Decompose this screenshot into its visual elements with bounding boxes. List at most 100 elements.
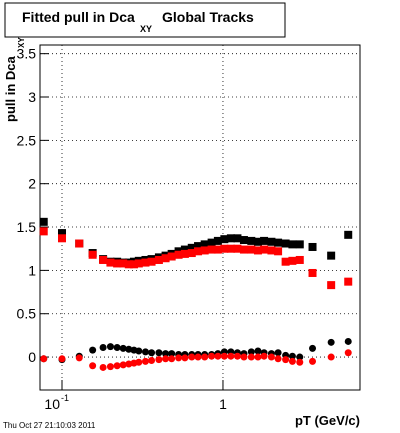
marker (308, 242, 317, 251)
title-box (4, 2, 286, 38)
marker (207, 245, 216, 254)
marker (99, 344, 107, 352)
marker (194, 242, 203, 251)
marker (141, 348, 149, 356)
chart-title-suffix: Global Tracks (162, 9, 254, 25)
marker (58, 355, 66, 363)
y-axis-label: pull in Dca (3, 56, 18, 123)
marker (200, 240, 209, 249)
marker (194, 353, 202, 361)
marker (253, 237, 262, 246)
marker (187, 243, 196, 252)
marker (161, 254, 170, 263)
marker (254, 347, 262, 355)
marker (281, 239, 290, 248)
x-axis-label: pT (GeV/c) (295, 413, 360, 428)
marker (267, 237, 276, 246)
y-tick-label: 2 (28, 176, 36, 192)
marker (155, 356, 163, 364)
chart-title-subscript: XY (140, 24, 152, 34)
marker (213, 236, 222, 245)
marker (58, 234, 67, 243)
y-axis-label-subscript: XY (17, 37, 26, 48)
marker (239, 245, 248, 254)
marker (201, 353, 209, 361)
marker (113, 259, 122, 268)
marker (327, 281, 336, 290)
marker (180, 249, 189, 258)
marker (141, 258, 150, 267)
marker (288, 357, 296, 365)
marker (148, 357, 156, 365)
y-tick-label: 3 (28, 89, 36, 105)
marker (88, 250, 97, 259)
marker (180, 245, 189, 254)
marker (106, 363, 114, 371)
marker (187, 249, 196, 258)
marker (240, 353, 248, 361)
x-tick-label: 10 (44, 396, 60, 412)
marker (124, 260, 133, 269)
marker (226, 244, 235, 253)
marker (247, 348, 255, 356)
x-tick-label: 1 (219, 396, 227, 412)
marker (288, 240, 297, 249)
marker (227, 352, 235, 360)
marker (274, 355, 282, 363)
marker (75, 239, 84, 248)
marker (175, 354, 183, 362)
marker (295, 255, 304, 264)
marker (162, 350, 170, 358)
y-tick-label: 3.5 (17, 46, 37, 62)
marker (220, 235, 229, 244)
marker (220, 352, 228, 360)
y-tick-label: 2.5 (17, 132, 37, 148)
marker (274, 247, 283, 256)
marker (125, 360, 133, 368)
marker (141, 357, 149, 365)
marker (288, 256, 297, 265)
marker (327, 338, 335, 346)
marker (99, 255, 108, 264)
marker (274, 238, 283, 247)
marker (344, 337, 352, 345)
marker (168, 350, 176, 358)
marker (154, 255, 163, 264)
marker (40, 355, 48, 363)
y-tick-label: 1 (28, 262, 36, 278)
marker (344, 230, 353, 239)
marker (267, 353, 275, 361)
marker (213, 245, 222, 254)
marker (247, 353, 255, 361)
marker (174, 250, 183, 259)
marker (106, 258, 115, 267)
marker (113, 362, 121, 370)
marker (119, 344, 127, 352)
marker (295, 240, 304, 249)
marker (39, 227, 48, 236)
marker (135, 358, 143, 366)
marker (281, 257, 290, 266)
marker (247, 245, 256, 254)
marker (282, 356, 290, 364)
marker (113, 344, 121, 352)
marker (233, 352, 241, 360)
marker (89, 346, 97, 354)
marker (233, 234, 242, 243)
marker (75, 354, 83, 362)
marker (58, 229, 67, 238)
marker (147, 257, 156, 266)
marker (288, 352, 296, 360)
marker (344, 277, 353, 286)
marker (99, 363, 107, 371)
marker (233, 244, 242, 253)
marker (253, 246, 262, 255)
marker (267, 246, 276, 255)
marker (220, 244, 229, 253)
marker (327, 353, 335, 361)
y-tick-label: 0.5 (17, 306, 37, 322)
marker (119, 259, 128, 268)
marker (106, 343, 114, 351)
marker (89, 362, 97, 370)
